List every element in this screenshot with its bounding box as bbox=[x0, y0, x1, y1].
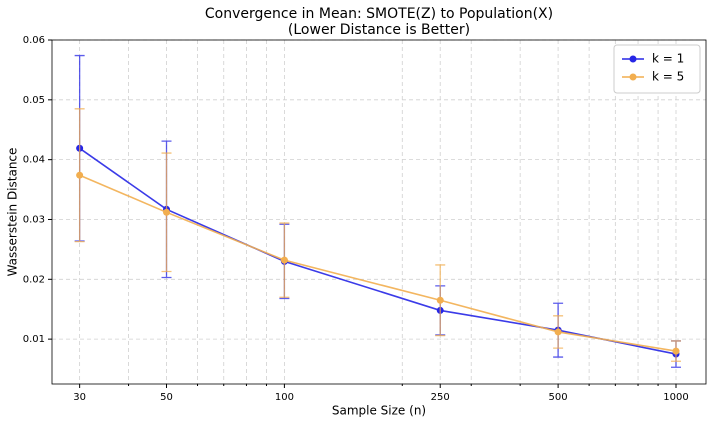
y-tick-label: 0.04 bbox=[23, 155, 45, 166]
point bbox=[76, 171, 84, 179]
point bbox=[163, 208, 171, 216]
chart-title: Convergence in Mean: SMOTE(Z) to Populat… bbox=[205, 6, 553, 22]
point bbox=[672, 347, 680, 355]
series-line bbox=[79, 174, 677, 352]
legend-marker bbox=[629, 73, 637, 81]
point bbox=[280, 256, 288, 264]
legend-marker bbox=[629, 55, 637, 63]
point bbox=[436, 296, 444, 304]
point bbox=[554, 328, 562, 336]
y-tick-label: 0.01 bbox=[23, 334, 45, 345]
x-tick-label: 250 bbox=[431, 392, 450, 403]
x-tick-label: 1000 bbox=[663, 392, 688, 403]
x-tick-label: 50 bbox=[160, 392, 173, 403]
legend-label: k = 1 bbox=[652, 52, 684, 66]
legend-label: k = 5 bbox=[652, 70, 684, 84]
y-tick-label: 0.06 bbox=[23, 35, 45, 46]
x-axis-label: Sample Size (n) bbox=[332, 404, 426, 418]
y-tick-label: 0.02 bbox=[23, 274, 45, 285]
y-tick-label: 0.03 bbox=[23, 214, 45, 225]
chart-subtitle: (Lower Distance is Better) bbox=[288, 22, 470, 38]
x-tick-label: 30 bbox=[73, 392, 86, 403]
y-axis-label: Wasserstein Distance bbox=[6, 148, 20, 277]
y-tick-label: 0.05 bbox=[23, 95, 45, 106]
x-tick-label: 500 bbox=[549, 392, 568, 403]
x-tick-label: 100 bbox=[275, 392, 294, 403]
series-line bbox=[79, 147, 677, 355]
plot-frame bbox=[51, 39, 707, 385]
